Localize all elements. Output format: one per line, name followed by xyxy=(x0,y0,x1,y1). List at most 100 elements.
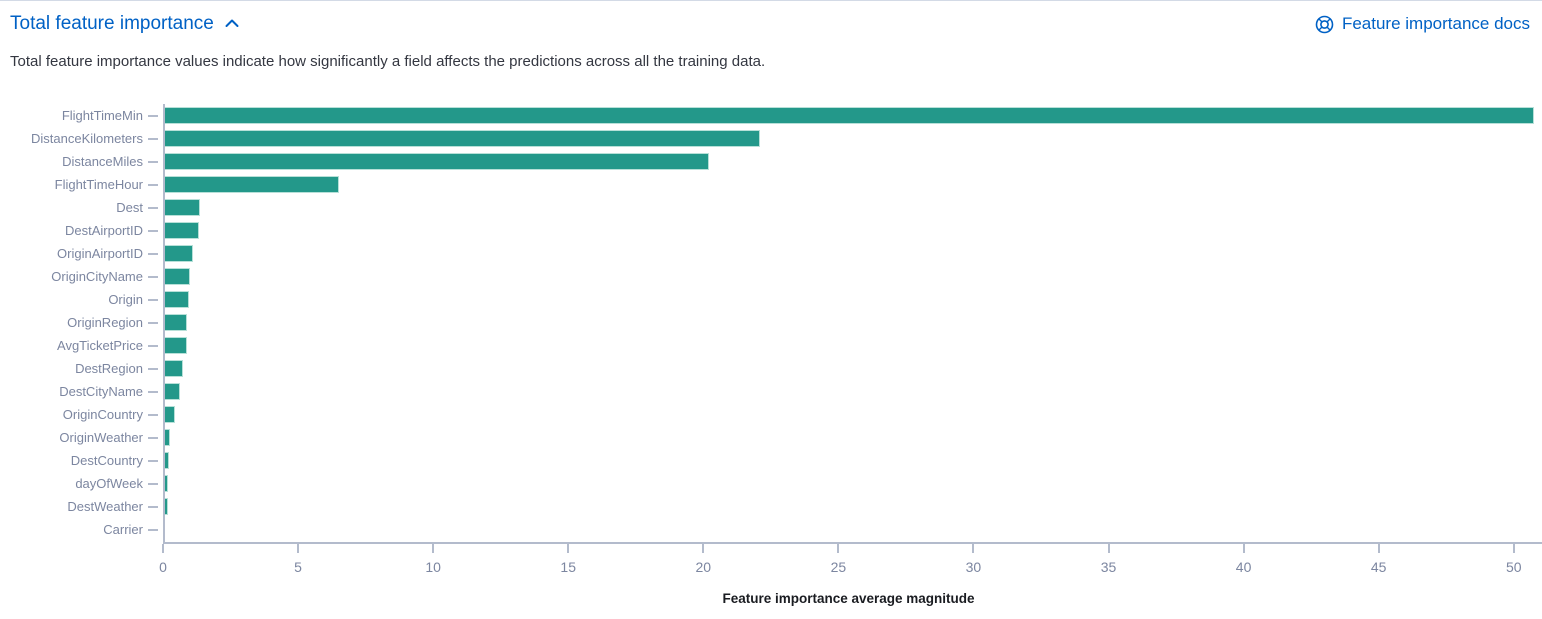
y-axis-tick xyxy=(148,275,158,278)
importance-bar[interactable] xyxy=(163,222,200,239)
x-axis-tick-label: 5 xyxy=(294,559,302,575)
y-axis-label: OriginWeather xyxy=(59,430,143,445)
y-axis-label: AvgTicketPrice xyxy=(57,338,143,353)
y-axis-label: DestWeather xyxy=(67,499,143,514)
chart-row: Dest xyxy=(0,196,1542,219)
x-axis-tick xyxy=(162,544,164,553)
y-axis-label: OriginCityName xyxy=(51,269,143,284)
y-axis-label: Dest xyxy=(116,200,143,215)
x-axis-tick-label: 30 xyxy=(965,559,982,575)
x-axis-tick xyxy=(972,544,975,553)
x-axis-tick-label: 20 xyxy=(695,559,712,575)
chart-row: OriginAirportID xyxy=(0,242,1542,265)
chart-row: Carrier xyxy=(0,518,1542,541)
x-axis-tick xyxy=(1377,544,1380,553)
y-axis-label: Carrier xyxy=(103,522,143,537)
chart-row: DistanceKilometers xyxy=(0,127,1542,150)
feature-importance-bar-chart: FlightTimeMin DistanceKilometers DistanceM… xyxy=(0,104,1542,619)
x-axis-tick-label: 10 xyxy=(425,559,441,575)
y-axis-label: DestCityName xyxy=(59,384,143,399)
chart-row: FlightTimeHour xyxy=(0,173,1542,196)
panel-header: Total feature importance Feature importa… xyxy=(10,13,1530,35)
y-axis-label: DestAirportID xyxy=(64,223,143,238)
importance-bar[interactable] xyxy=(163,199,200,216)
chart-row: OriginRegion xyxy=(0,311,1542,334)
y-axis-tick xyxy=(148,298,158,301)
chart-row: Origin xyxy=(0,288,1542,311)
importance-bar[interactable] xyxy=(163,314,188,331)
y-axis-label: DestRegion xyxy=(75,361,143,376)
chart-row: DestWeather xyxy=(0,495,1542,518)
y-axis-label: OriginCountry xyxy=(62,407,143,422)
importance-bar[interactable] xyxy=(163,153,709,170)
y-axis-tick xyxy=(148,482,158,485)
y-axis-label: OriginAirportID xyxy=(57,246,143,261)
x-axis-tick-label: 45 xyxy=(1370,559,1387,575)
chevron-up-icon[interactable] xyxy=(224,16,240,32)
chart-row: DestCityName xyxy=(0,380,1542,403)
chart-row: DistanceMiles xyxy=(0,150,1542,173)
x-axis-line xyxy=(163,542,1542,544)
x-axis-tick-label: 0 xyxy=(159,559,167,575)
importance-bar[interactable] xyxy=(163,176,339,193)
y-axis-tick xyxy=(148,160,158,163)
y-axis-tick xyxy=(148,137,158,140)
x-axis-tick xyxy=(567,544,570,553)
y-axis-tick xyxy=(148,436,158,439)
section-accordion-toggle[interactable]: Total feature importance xyxy=(10,13,240,35)
y-axis-tick xyxy=(148,206,158,209)
y-axis-tick xyxy=(148,229,158,232)
y-axis-label: FlightTimeMin xyxy=(61,108,143,123)
importance-bar[interactable] xyxy=(163,337,187,354)
y-axis-tick xyxy=(148,367,158,370)
x-axis-tick xyxy=(1107,544,1110,553)
y-axis-label: DistanceKilometers xyxy=(31,131,143,146)
x-axis-tick xyxy=(1512,544,1515,553)
importance-bar[interactable] xyxy=(163,130,761,147)
chart-row: dayOfWeek xyxy=(0,472,1542,495)
y-axis-tick xyxy=(148,344,158,347)
importance-bar[interactable] xyxy=(163,383,181,400)
y-axis-label: dayOfWeek xyxy=(75,476,143,491)
importance-bar[interactable] xyxy=(163,268,190,285)
y-axis-tick xyxy=(148,528,158,531)
chart-row: OriginCountry xyxy=(0,403,1542,426)
x-axis-tick-label: 15 xyxy=(560,559,577,575)
importance-bar[interactable] xyxy=(163,245,193,262)
chart-row: OriginWeather xyxy=(0,426,1542,449)
docs-link-label: Feature importance docs xyxy=(1341,14,1530,33)
chart-row: DestRegion xyxy=(0,357,1542,380)
bar-rows: FlightTimeMin DistanceKilometers DistanceM… xyxy=(0,104,1542,541)
x-axis-tick xyxy=(432,544,435,553)
x-axis-tick-label: 50 xyxy=(1505,559,1522,575)
importance-bar[interactable] xyxy=(163,291,189,308)
x-axis-tick xyxy=(702,544,705,553)
x-axis-tick xyxy=(1242,544,1245,553)
y-axis-tick xyxy=(148,459,158,462)
x-axis-title: Feature importance average magnitude xyxy=(722,591,975,606)
y-axis-tick xyxy=(148,252,158,255)
y-axis-label: DistanceMiles xyxy=(62,154,143,169)
y-axis-label: DestCountry xyxy=(70,453,143,468)
y-axis-tick xyxy=(148,390,158,393)
x-axis-tick-label: 40 xyxy=(1235,559,1252,575)
life-ring-help-icon[interactable] xyxy=(1315,15,1334,34)
x-axis-tick-label: 25 xyxy=(830,559,847,575)
chart-row: AvgTicketPrice xyxy=(0,334,1542,357)
chart-row: DestAirportID xyxy=(0,219,1542,242)
y-axis-tick xyxy=(148,183,158,186)
chart-row: OriginCityName xyxy=(0,265,1542,288)
y-axis-tick xyxy=(148,321,158,324)
y-axis-line xyxy=(163,104,165,542)
y-axis-label: FlightTimeHour xyxy=(54,177,143,192)
y-axis-tick xyxy=(148,413,158,416)
importance-bar[interactable] xyxy=(163,360,183,377)
panel-description: Total feature importance values indicate… xyxy=(10,53,766,70)
y-axis-tick xyxy=(148,505,158,508)
feature-importance-docs-link[interactable]: Feature importance docs xyxy=(1315,14,1530,34)
y-axis-tick xyxy=(148,114,158,117)
section-title: Total feature importance xyxy=(10,13,214,34)
importance-bar[interactable] xyxy=(163,107,1534,124)
chart-row: DestCountry xyxy=(0,449,1542,472)
